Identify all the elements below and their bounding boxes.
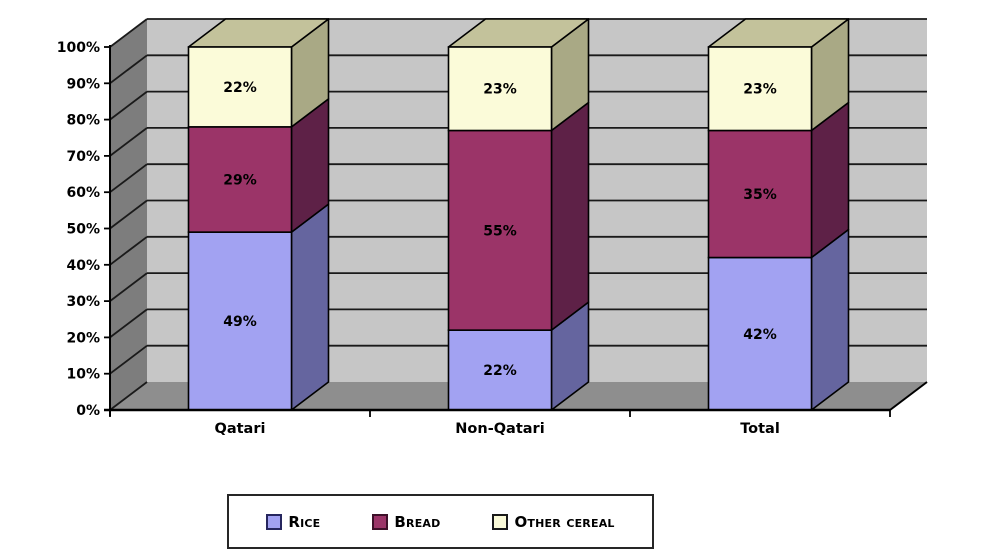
rice-swatch-icon [266,513,283,530]
bar-side-face [290,203,330,411]
bar-front-face [187,231,293,411]
side-wall-diagonal [109,18,148,48]
bar-value-label: 23% [743,82,777,98]
bar-side-face [810,228,850,411]
bar-value-label: 22% [483,363,517,379]
bar-side-face [550,101,590,331]
bar-value-label: 29% [223,172,257,188]
y-tick-label: 50% [66,222,100,238]
legend-label-bread: Bread [394,512,441,531]
bar-front-face [187,126,293,233]
side-wall-diagonal [109,90,148,121]
bar-value-label: 22% [223,80,257,96]
bar-value-label: 23% [483,82,517,98]
bar-front-face [707,46,813,132]
legend-item-rice: Rice [266,513,320,531]
side-wall-diagonal [109,344,148,375]
side-wall-diagonal [109,272,148,302]
bar-front-face [707,256,813,411]
y-tick-label: 20% [66,330,100,346]
bar-value-label: 49% [223,314,257,330]
side-wall-diagonal [109,199,148,230]
y-tick-label: 10% [66,367,100,383]
side-wall-diagonal [109,54,148,85]
bar-front-face [447,329,553,411]
legend-label-other-cereal: Other cereal [514,512,615,531]
legend-label-rice: Rice [288,512,321,531]
category-label: Non-Qatari [455,421,544,437]
bar-value-label: 35% [743,187,777,203]
y-tick-label: 100% [57,40,100,56]
y-tick-label: 90% [66,76,100,92]
y-tick-label: 30% [66,294,100,310]
side-wall-diagonal [109,127,148,157]
side-wall-diagonal [109,163,148,193]
bar-front-face [707,129,813,259]
category-label: Total [740,421,780,437]
y-tick-label: 60% [66,185,100,201]
floor-right-edge [889,381,928,411]
legend-item-other-cereal: Other cereal [492,513,614,531]
y-tick-label: 70% [66,149,100,165]
bar-front-face [187,46,293,128]
y-tick-label: 40% [66,258,100,274]
side-wall-diagonal [109,308,148,339]
legend-item-bread: Bread [372,513,440,531]
y-tick-label: 0% [76,403,100,419]
bar-value-label: 55% [483,223,517,239]
side-wall-diagonal [109,381,148,411]
bar-value-label: 42% [743,327,777,343]
side-wall-diagonal [109,236,148,266]
y-tick-label: 80% [66,113,100,129]
legend: Rice Bread Other cereal [227,494,654,549]
other-cereal-swatch-icon [492,513,509,530]
bread-swatch-icon [372,513,389,530]
category-label: Qatari [215,421,266,437]
bar-front-face [447,46,553,132]
